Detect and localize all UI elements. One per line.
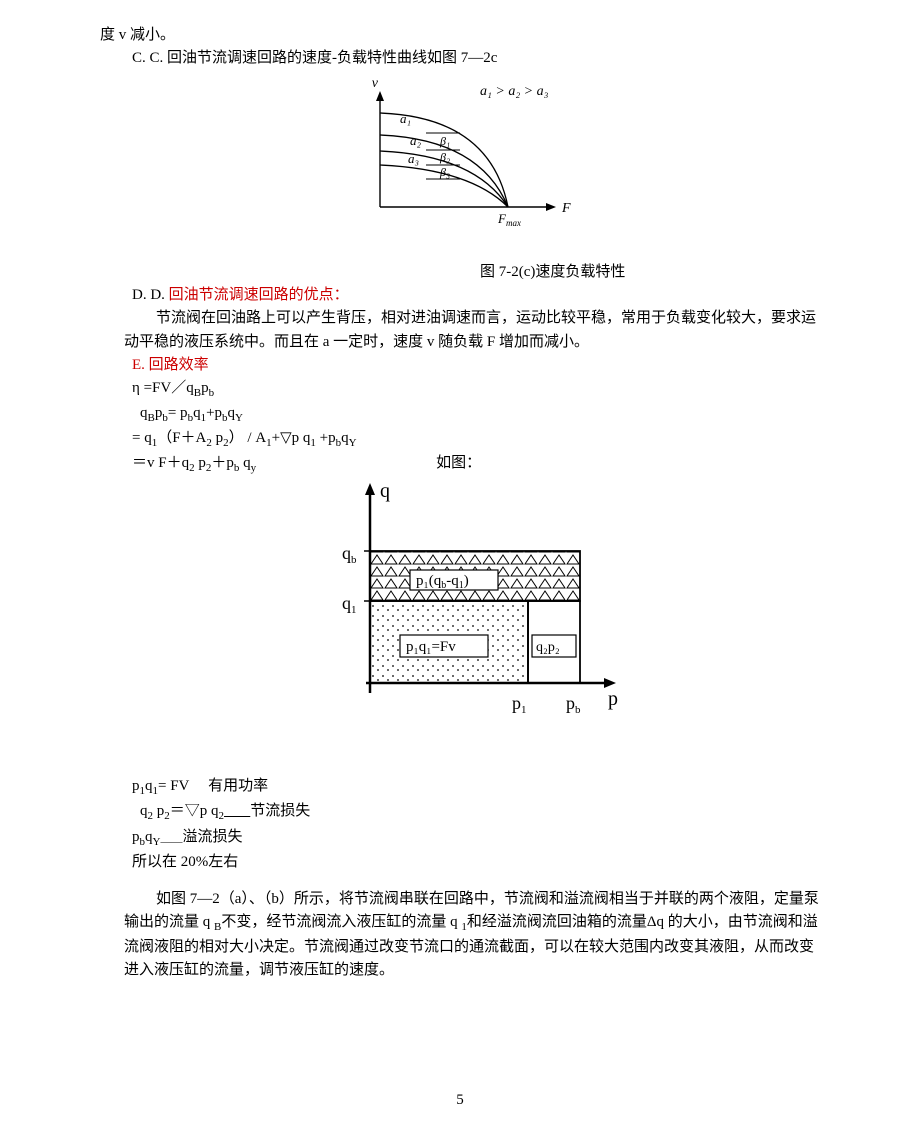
figure-7-2c: v F a₁ a₂ a₃ β₁ β₂ β₃ a₁ > a₂ > a₃ Fmax — [100, 77, 820, 255]
chart-a3: a₃ — [408, 151, 419, 166]
chart-ineq: a₁ > a₂ > a₃ — [480, 84, 549, 99]
diag-pb: pb — [566, 693, 581, 716]
diag-qb: qb — [342, 543, 357, 566]
eq3: = q1（F＋A2 p2） / A1+▽p q1 +pbqY — [100, 427, 820, 452]
diag-q-label: q — [380, 483, 390, 502]
power1: p1q1= FV 有用功率 — [100, 775, 820, 800]
line-d: D. D. 回油节流调速回路的优点： — [100, 284, 820, 307]
line-d-red: 回油节流调速回路的优点： — [169, 287, 349, 303]
final-paragraph: 如图 7—2（a）、（b）所示，将节流阀串联在回路中，节流阀和溢流阀相当于并联的… — [100, 888, 820, 983]
eq2: qBpb= pbq1+pbqY — [100, 402, 820, 427]
chart-b1: β₁ — [439, 134, 450, 148]
eq4: ＝v F＋q2 p2＋pb qy如图： — [100, 452, 820, 477]
diag-q1: q1 — [342, 593, 357, 616]
line-top: 度 v 减小。 — [100, 24, 820, 47]
power4: 所以在 20%左右 — [100, 851, 820, 874]
diag-p1: p1 — [512, 693, 527, 716]
power-diagram: q p p₁(qb-q1) p₁q₁=Fv q₂p₂ qb q1 p1 pb — [100, 483, 820, 751]
diag-box2: p₁q₁=Fv — [406, 639, 456, 655]
chart-b2: β₂ — [439, 150, 450, 164]
chart-x-label: F — [561, 201, 571, 216]
chart-b3: β₃ — [439, 165, 450, 179]
power3: pbqY——溢流损失 — [100, 826, 820, 851]
power2: q2 p2＝▽p q2 节流损失 — [100, 800, 820, 825]
figure-caption: 图 7-2(c)速度负载特性 — [100, 261, 820, 284]
chart-a2: a₂ — [410, 133, 422, 148]
diag-box3: q₂p₂ — [536, 640, 560, 655]
diag-p-label: p — [608, 688, 618, 710]
chart-y-label: v — [372, 77, 379, 91]
line-e: E. 回路效率 — [100, 354, 820, 377]
line-c: C. C. 回油节流调速回路的速度-负载特性曲线如图 7—2c — [100, 47, 820, 70]
chart-fmax: Fmax — [497, 211, 521, 228]
para-d: 节流阀在回油路上可以产生背压，相对进油调速而言，运动比较平稳，常用于负载变化较大… — [100, 307, 820, 354]
chart-a1: a₁ — [400, 111, 411, 126]
eq1: η =FV／qBpb — [100, 377, 820, 402]
page-number: 5 — [0, 1089, 920, 1112]
